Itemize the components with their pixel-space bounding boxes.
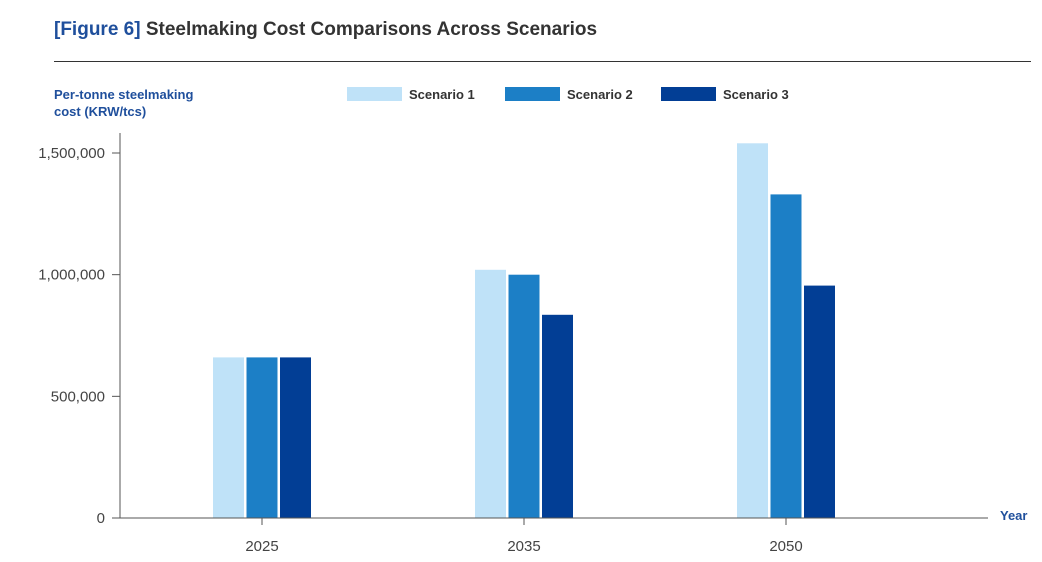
legend: Scenario 1 Scenario 2 Scenario 3 — [347, 87, 789, 102]
x-tick-label: 2025 — [245, 538, 278, 555]
y-axis-label-line-1: Per-tonne steelmaking — [54, 87, 193, 102]
chart-title: [Figure 6] Steelmaking Cost Comparisons … — [54, 19, 597, 41]
bar-scenario-2-2025 — [246, 357, 278, 518]
legend-swatch-scenario-2 — [505, 87, 560, 101]
legend-label-scenario-1: Scenario 1 — [409, 87, 475, 102]
y-tick-label: 500,000 — [51, 388, 105, 405]
y-tick-label: 0 — [97, 510, 105, 527]
legend-label-scenario-3: Scenario 3 — [723, 87, 789, 102]
bar-scenario-3-2050 — [804, 285, 835, 518]
x-axis-label: Year — [1000, 508, 1027, 523]
x-axis-ticks: 2025 2035 2050 — [245, 518, 803, 555]
title-divider — [54, 61, 1031, 62]
y-axis-ticks: 0 500,000 1,000,000 1,500,000 — [38, 145, 120, 527]
bar-scenario-3-2025 — [280, 357, 311, 518]
bar-scenario-3-2035 — [542, 314, 573, 518]
figure-label: [Figure 6] — [54, 19, 141, 40]
bar-scenario-2-2050 — [770, 194, 802, 518]
bars — [213, 143, 835, 519]
figure-title: Steelmaking Cost Comparisons Across Scen… — [145, 19, 598, 40]
legend-swatch-scenario-1 — [347, 87, 402, 101]
legend-label-scenario-2: Scenario 2 — [567, 87, 633, 102]
bar-scenario-1-2025 — [213, 357, 244, 518]
bar-scenario-1-2035 — [475, 269, 506, 518]
y-axis-label-line-2: cost (KRW/tcs) — [54, 104, 146, 119]
legend-swatch-scenario-3 — [661, 87, 716, 101]
y-tick-label: 1,500,000 — [38, 145, 105, 162]
bar-scenario-1-2050 — [737, 143, 768, 519]
x-tick-label: 2050 — [769, 538, 802, 555]
bar-scenario-2-2035 — [508, 274, 540, 518]
y-tick-label: 1,000,000 — [38, 267, 105, 284]
x-tick-label: 2035 — [507, 538, 540, 555]
